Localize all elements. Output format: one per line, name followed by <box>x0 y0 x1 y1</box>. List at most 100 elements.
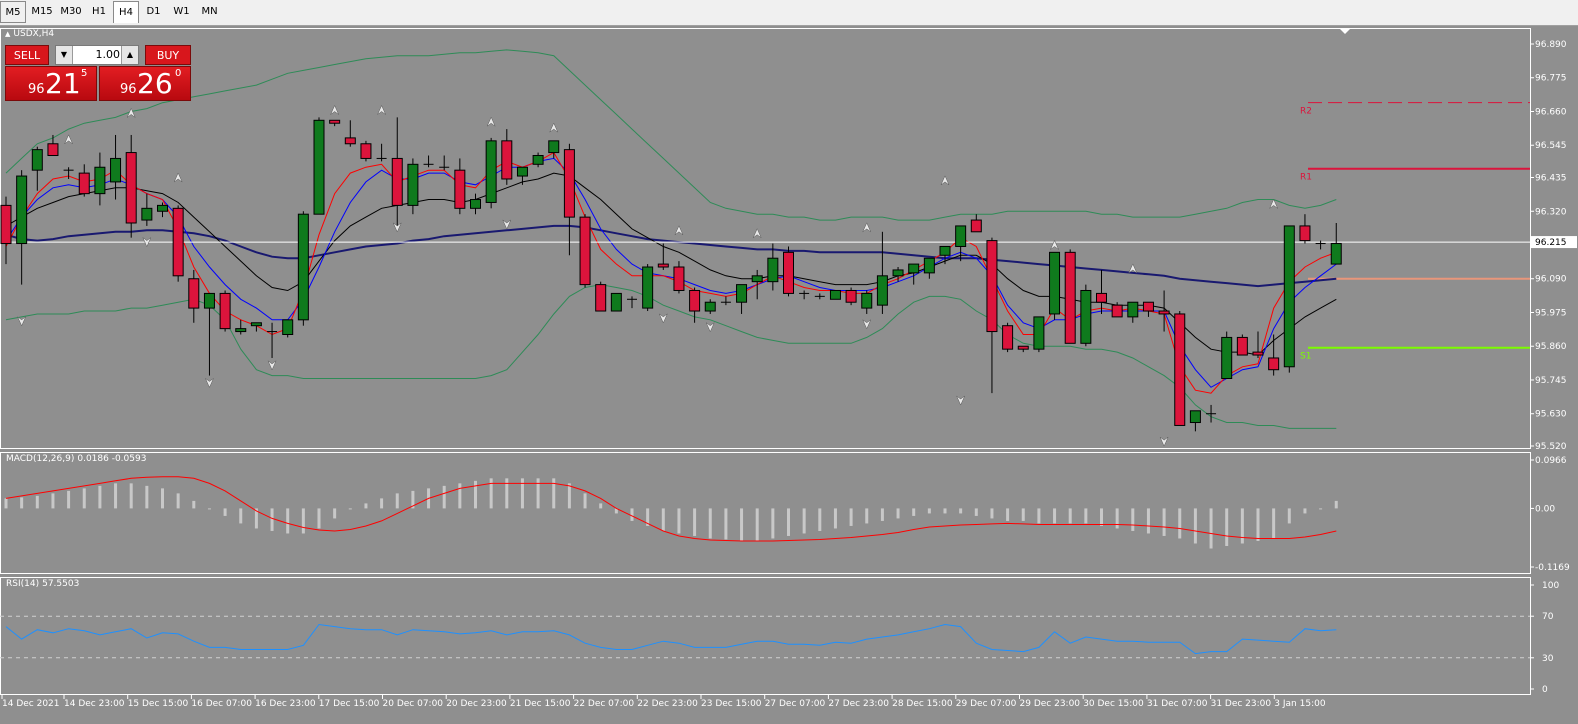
macd-signal-line <box>5 476 1337 542</box>
macd-histogram-bar <box>1006 508 1010 521</box>
candle-body <box>172 207 184 277</box>
candle-body <box>1252 351 1264 356</box>
candle-body <box>1142 301 1154 312</box>
timeframe-toolbar: M5 M15 M30 H1 H4 D1 W1 MN <box>0 0 1578 26</box>
macd-histogram-bar <box>1225 508 1229 547</box>
sell-price-prefix: 96 <box>28 82 45 97</box>
timeframe-h1-button[interactable]: H1 <box>92 6 106 17</box>
macd-axis-label: -0.1169 <box>1535 563 1570 573</box>
rsi-pane-title: RSI(14) 57.5503 <box>6 579 82 589</box>
sell-price-main: 21 <box>45 67 81 100</box>
candle-body <box>908 263 920 274</box>
candle-body <box>16 175 28 245</box>
candle-body <box>1033 316 1045 350</box>
time-axis-label: 29 Dec 07:00 <box>956 699 1017 709</box>
candle-body <box>1017 345 1029 350</box>
lot-decrease-icon[interactable]: ▼ <box>56 46 73 64</box>
macd-histogram-bar <box>943 508 947 514</box>
macd-histogram-bar <box>505 478 509 509</box>
macd-histogram-bar <box>599 503 603 509</box>
sell-price-button[interactable]: 96 21 5 <box>5 66 97 101</box>
macd-histogram-bar <box>1334 500 1338 509</box>
chart-shift-marker-icon <box>1340 29 1350 34</box>
macd-histogram-bar <box>1209 508 1213 549</box>
timeframe-m30-button[interactable]: M30 <box>60 6 82 17</box>
macd-histogram-bar <box>677 508 681 534</box>
macd-histogram-bar <box>661 508 665 531</box>
chart-window[interactable]: R2 R1 S1 96.890 96.775 96.660 96.545 96.435 96.3… <box>0 26 1578 724</box>
time-axis-label: 27 Dec 23:00 <box>828 699 889 709</box>
candle-body <box>1330 243 1342 265</box>
lot-increase-icon[interactable]: ▲ <box>121 46 138 64</box>
fractal-up-arrow-icon <box>940 175 950 186</box>
timeframe-d1-button[interactable]: D1 <box>146 6 161 17</box>
candle-body <box>1174 313 1186 426</box>
current-price-label: 96.215 <box>1535 238 1567 248</box>
macd-histogram-bar <box>1084 508 1088 524</box>
macd-histogram-bar <box>974 508 978 516</box>
collapse-triangle-icon[interactable]: ▲ <box>5 30 11 38</box>
macd-histogram-bar <box>348 508 352 510</box>
time-axis-label: 31 Dec 23:00 <box>1211 699 1272 709</box>
current-price-tag <box>1531 236 1577 249</box>
candle-body <box>876 275 888 306</box>
timeframe-w1-button[interactable]: W1 <box>173 6 190 17</box>
candle-body <box>188 278 200 309</box>
time-axis-label: 21 Dec 15:00 <box>510 699 571 709</box>
fractal-up-arrow-icon <box>63 134 74 145</box>
candle-body <box>1111 304 1123 318</box>
macd-histogram-bar <box>67 490 71 509</box>
price-axis-label: 95.975 <box>1535 308 1567 318</box>
macd-histogram-bar <box>301 508 305 534</box>
candle-body <box>31 149 43 171</box>
candle-body <box>704 301 716 312</box>
candle-body <box>829 289 841 300</box>
time-axis-label: 22 Dec 07:00 <box>574 699 635 709</box>
fractal-up-arrow-icon <box>173 172 183 183</box>
timeframe-h4-button[interactable]: H4 <box>113 1 139 23</box>
macd-histogram-bar <box>646 508 650 526</box>
macd-histogram-bar <box>98 485 102 509</box>
fractal-down-arrow-icon <box>502 219 512 230</box>
macd-histogram-bar <box>35 495 39 509</box>
macd-histogram-bar <box>520 478 524 509</box>
timeframe-m5-button[interactable]: M5 <box>0 1 26 23</box>
lot-size-input[interactable]: 1.00 <box>95 48 121 61</box>
sell-button[interactable]: SELL <box>5 45 49 65</box>
macd-histogram-bar <box>114 483 118 509</box>
candle-body <box>1080 289 1092 344</box>
candle-body <box>986 240 998 333</box>
candle-body <box>297 213 309 321</box>
moving-average-black-line <box>5 172 1337 356</box>
macd-histogram-bar <box>693 508 697 536</box>
macd-histogram-bar <box>176 493 180 509</box>
macd-histogram-bar <box>755 508 759 541</box>
time-axis-label: 20 Dec 07:00 <box>383 699 444 709</box>
candle-body <box>1283 225 1295 368</box>
buy-price-main: 26 <box>137 67 173 100</box>
timeframe-mn-button[interactable]: MN <box>201 6 218 17</box>
candle-body <box>673 266 685 291</box>
fractal-up-arrow-icon <box>674 225 684 236</box>
candle-body <box>454 169 466 209</box>
main-pane-title: ▲ USDX,H4 <box>5 29 57 39</box>
macd-histogram-bar <box>207 508 211 510</box>
pivot-s1-label: S1 <box>1300 352 1311 362</box>
macd-histogram-bar <box>927 508 931 514</box>
rsi-indicator-value: 57.5503 <box>42 579 80 589</box>
chart-canvas[interactable]: R2 R1 S1 96.890 96.775 96.660 96.545 96.435 96.3… <box>0 26 1578 724</box>
macd-histogram-bar <box>1287 508 1291 524</box>
buy-price-button[interactable]: 96 26 0 <box>99 66 191 101</box>
macd-histogram-bar <box>833 508 837 529</box>
macd-histogram-bar <box>1178 508 1182 539</box>
lot-size-field[interactable]: ▼ 1.00 ▲ <box>55 45 139 65</box>
fractal-down-arrow-icon <box>392 222 402 233</box>
price-axis-bg <box>1531 26 1578 724</box>
fractal-up-arrow-icon <box>126 107 136 119</box>
macd-histogram-bar <box>1162 508 1166 536</box>
timeframe-m15-button[interactable]: M15 <box>31 6 53 17</box>
fractal-down-arrow-icon <box>204 377 215 389</box>
buy-button[interactable]: BUY <box>145 45 191 65</box>
macd-histogram-bar <box>1131 508 1135 531</box>
candle-body <box>94 166 106 195</box>
